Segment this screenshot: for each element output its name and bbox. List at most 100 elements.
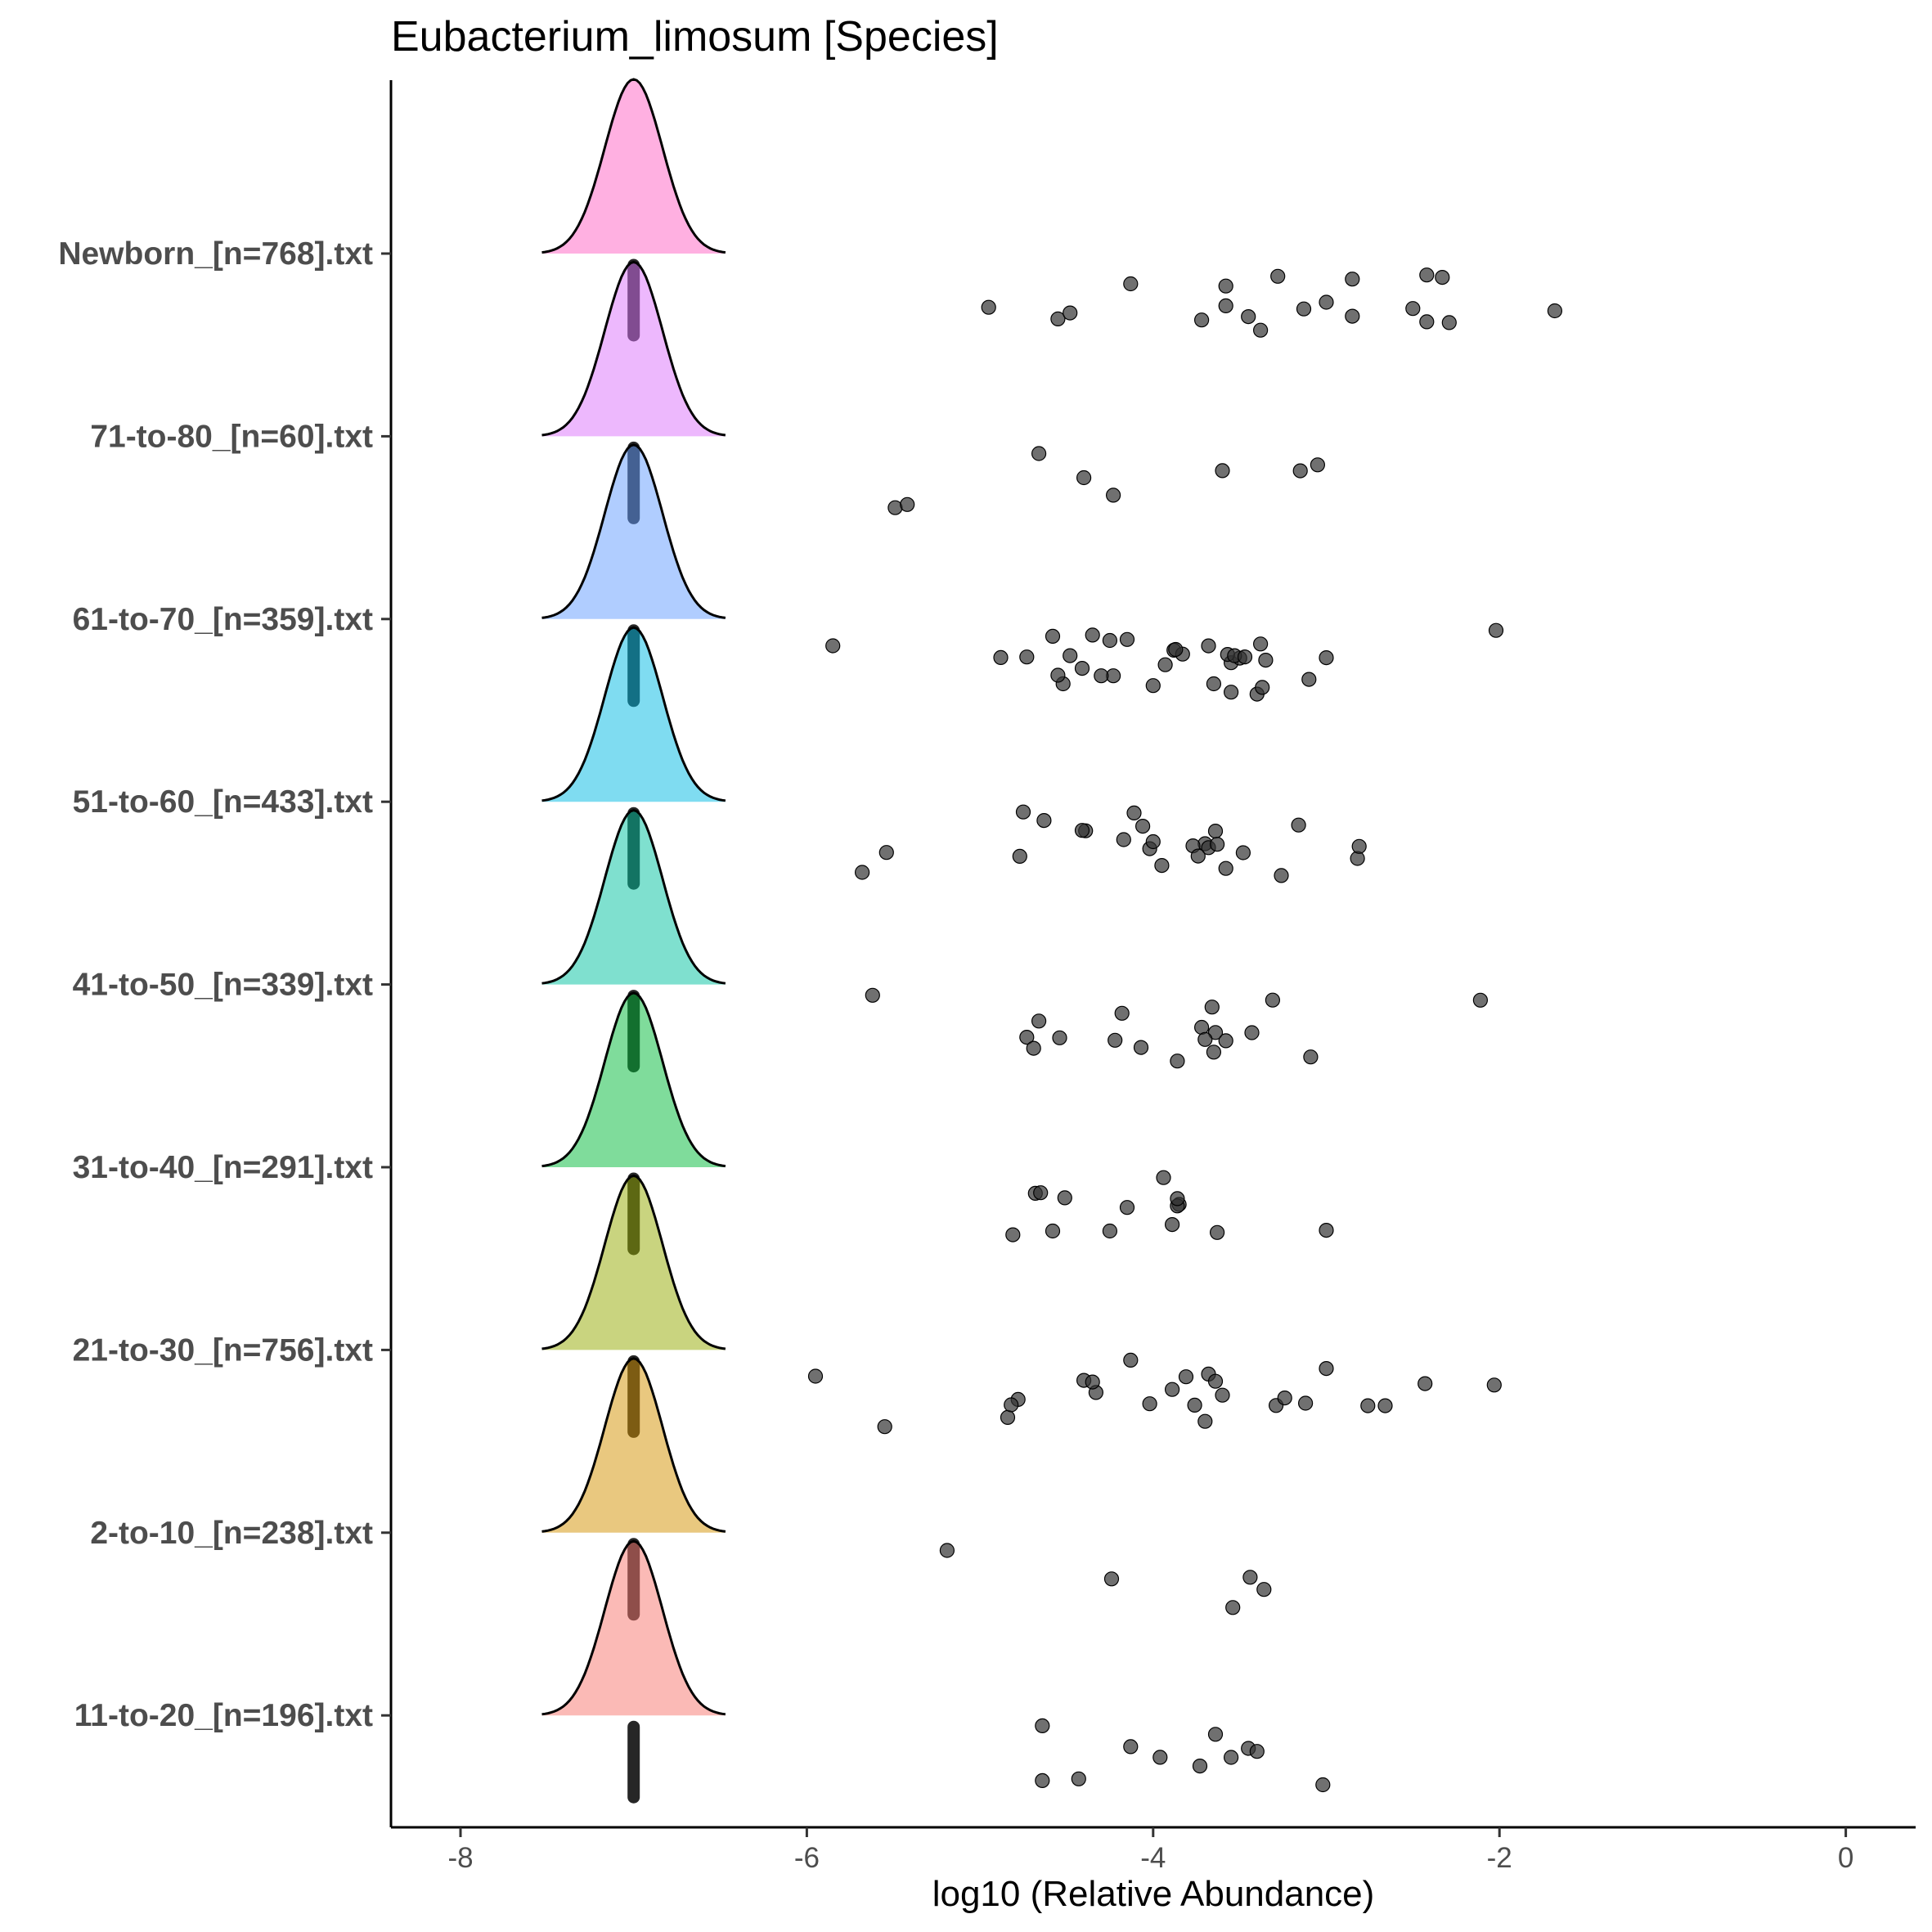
x-tick-label: -2 — [1487, 1842, 1512, 1874]
data-point — [1486, 1377, 1502, 1393]
data-point — [1004, 1397, 1019, 1413]
data-point — [1223, 1750, 1239, 1765]
data-point — [1033, 1185, 1049, 1201]
data-point — [1126, 805, 1142, 821]
data-point — [1209, 1224, 1225, 1240]
x-tick-label: -6 — [794, 1842, 820, 1874]
data-point — [807, 1368, 824, 1384]
data-point — [1218, 278, 1233, 294]
data-point — [1108, 1032, 1123, 1048]
data-point — [939, 1543, 955, 1558]
ridge-density-outline — [541, 626, 726, 802]
data-point — [1050, 311, 1066, 326]
data-point — [1207, 823, 1224, 839]
data-point — [1209, 837, 1225, 852]
data-point — [1045, 1223, 1061, 1239]
data-point — [1085, 1374, 1100, 1390]
ridge-density-outline — [541, 443, 726, 619]
data-point — [1076, 470, 1092, 486]
data-point — [1145, 678, 1161, 694]
data-point — [1377, 1398, 1393, 1413]
data-point — [1252, 636, 1269, 652]
data-point — [981, 299, 996, 315]
data-point — [1094, 668, 1109, 684]
data-point — [1197, 1413, 1213, 1429]
data-point — [1291, 817, 1306, 833]
data-point — [1102, 632, 1118, 649]
ridge-density-fill — [541, 810, 726, 985]
data-point — [1215, 1387, 1230, 1403]
data-point — [1178, 1369, 1194, 1385]
data-point — [1157, 657, 1173, 672]
data-point — [1105, 487, 1121, 503]
data-point — [1274, 868, 1289, 883]
data-point — [1063, 648, 1078, 663]
x-axis-label: log10 (Relative Abundance) — [932, 1874, 1375, 1914]
data-point — [1303, 1049, 1319, 1065]
data-point — [1249, 1744, 1265, 1759]
data-point — [1207, 1025, 1224, 1040]
data-point — [1063, 305, 1078, 321]
data-point — [1256, 1582, 1272, 1597]
ridge-group — [541, 1539, 726, 1804]
data-point — [1187, 1397, 1202, 1413]
data-point — [1206, 676, 1222, 692]
data-point — [1050, 667, 1066, 683]
data-point — [1207, 1727, 1224, 1742]
ridge-density-outline — [541, 78, 726, 254]
data-point — [1154, 857, 1170, 874]
data-point — [1207, 1373, 1224, 1389]
data-point — [1472, 992, 1489, 1008]
data-point — [1168, 641, 1184, 658]
data-point — [1170, 1191, 1185, 1206]
data-point — [1258, 652, 1274, 668]
y-tick-label: 11-to-20_[n=196].txt — [74, 1698, 373, 1733]
data-point — [865, 987, 880, 1003]
data-point — [1123, 1352, 1139, 1368]
data-point — [1012, 848, 1027, 865]
data-point — [1255, 680, 1270, 695]
x-axis: -8 -6 -4 -2 0 — [391, 1826, 1916, 1874]
data-point — [1156, 1170, 1171, 1185]
x-tick-label: 0 — [1838, 1842, 1853, 1874]
data-point — [1218, 298, 1233, 313]
data-point — [1145, 833, 1161, 850]
data-point — [1035, 1718, 1050, 1733]
data-point — [1057, 1190, 1072, 1206]
ridges-layer — [541, 78, 726, 1804]
ridge-density-outline — [541, 1539, 726, 1716]
data-point — [1164, 1382, 1180, 1397]
data-point — [1114, 1005, 1130, 1021]
data-point — [1241, 309, 1256, 325]
data-point — [1351, 838, 1367, 854]
data-point — [1052, 1030, 1067, 1045]
data-point — [1435, 270, 1450, 285]
data-point — [1170, 1054, 1185, 1069]
data-point — [1345, 308, 1360, 324]
data-point — [1123, 276, 1139, 292]
data-point — [1152, 1750, 1168, 1765]
data-point — [1315, 1777, 1331, 1793]
data-point — [1242, 1570, 1258, 1585]
data-point — [1270, 268, 1286, 284]
data-point — [877, 1419, 892, 1435]
data-point — [1074, 660, 1090, 676]
y-tick-label: 2-to-10_[n=238].txt — [90, 1516, 373, 1551]
y-tick-label: Newborn_[n=768].txt — [58, 236, 373, 272]
y-tick-label: 61-to-70_[n=359].txt — [73, 602, 373, 637]
data-point — [1085, 627, 1100, 643]
data-point — [1036, 812, 1052, 829]
data-point — [1237, 649, 1253, 665]
data-point — [1235, 845, 1251, 860]
data-point — [1071, 1771, 1086, 1786]
data-point — [1119, 631, 1135, 647]
data-point — [1265, 992, 1281, 1008]
x-tick-label: -4 — [1140, 1842, 1166, 1874]
ridge-density-outline — [541, 1174, 726, 1350]
data-point — [1074, 823, 1090, 838]
ridge-density-fill — [541, 444, 726, 619]
data-point — [1190, 848, 1206, 864]
y-tick-label: 41-to-50_[n=339].txt — [73, 968, 373, 1003]
data-point — [1031, 1013, 1047, 1029]
data-point — [1319, 294, 1334, 310]
